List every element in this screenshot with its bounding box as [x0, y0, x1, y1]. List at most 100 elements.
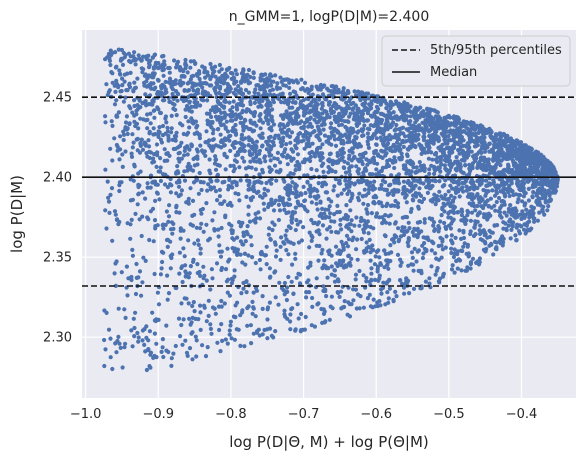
data-point — [130, 110, 135, 115]
data-point — [227, 332, 232, 337]
data-point — [263, 253, 268, 258]
data-point — [458, 121, 463, 126]
data-point — [160, 259, 165, 265]
data-point — [284, 109, 289, 114]
data-point — [517, 231, 523, 236]
data-point — [288, 225, 293, 231]
data-point — [330, 158, 335, 164]
data-point — [303, 129, 308, 135]
data-point — [218, 201, 223, 206]
data-point — [306, 136, 311, 141]
data-point — [466, 142, 471, 148]
data-point — [362, 249, 367, 254]
data-point — [380, 221, 385, 226]
data-point — [306, 124, 311, 129]
data-point — [373, 148, 379, 153]
data-point — [332, 212, 337, 217]
data-point — [396, 180, 401, 185]
data-point — [230, 246, 235, 251]
data-point — [286, 210, 291, 215]
data-point — [181, 246, 186, 251]
data-point — [147, 329, 152, 334]
data-point — [470, 161, 476, 166]
data-point — [245, 305, 250, 311]
data-point — [218, 118, 223, 123]
data-point — [367, 292, 372, 297]
data-point — [346, 237, 351, 242]
data-point — [128, 177, 133, 182]
data-point — [170, 91, 175, 97]
data-point — [230, 105, 235, 110]
data-point — [222, 92, 227, 97]
data-point — [282, 280, 287, 286]
data-point — [487, 141, 492, 146]
data-point — [104, 310, 109, 315]
data-point — [161, 67, 166, 72]
data-point — [528, 173, 534, 178]
data-point — [515, 200, 520, 205]
data-point — [393, 148, 398, 153]
data-point — [263, 115, 268, 120]
data-point — [316, 258, 321, 263]
data-point — [414, 169, 419, 174]
data-point — [178, 192, 183, 197]
data-point — [376, 278, 381, 283]
data-point — [114, 350, 119, 355]
data-point — [403, 195, 408, 200]
data-point — [487, 171, 492, 176]
data-point — [249, 145, 254, 150]
data-point — [309, 323, 314, 328]
data-point — [231, 314, 236, 319]
data-point — [256, 83, 261, 88]
data-point — [361, 273, 366, 278]
data-point — [354, 306, 359, 311]
data-point — [124, 264, 129, 269]
data-point — [366, 244, 371, 249]
data-point — [173, 146, 178, 151]
data-point — [385, 290, 390, 295]
data-point — [414, 227, 419, 232]
data-point — [506, 223, 511, 228]
data-point — [249, 341, 254, 346]
data-point — [310, 92, 315, 97]
data-point — [142, 80, 147, 85]
data-point — [451, 210, 457, 215]
data-point — [483, 232, 488, 237]
data-point — [422, 220, 427, 225]
data-point — [164, 348, 169, 353]
data-point — [165, 237, 170, 242]
data-point — [297, 139, 302, 144]
data-point — [208, 326, 213, 331]
data-point — [158, 165, 163, 170]
data-point — [219, 267, 224, 273]
data-point — [401, 163, 406, 168]
data-point — [192, 309, 197, 314]
data-point — [153, 224, 158, 229]
data-point — [293, 205, 298, 210]
data-point — [451, 179, 456, 184]
data-point — [310, 295, 315, 301]
data-point — [241, 286, 246, 291]
data-point — [132, 50, 137, 55]
data-point — [331, 188, 336, 193]
data-point — [158, 272, 163, 277]
data-point — [531, 216, 536, 221]
data-point — [330, 168, 335, 173]
data-point — [309, 124, 314, 129]
data-point — [386, 296, 391, 301]
data-point — [328, 106, 333, 111]
data-point — [416, 204, 421, 209]
data-point — [251, 331, 256, 336]
data-point — [134, 108, 139, 113]
data-point — [448, 226, 453, 231]
data-point — [534, 192, 540, 197]
data-point — [374, 110, 379, 115]
data-point — [289, 307, 294, 312]
data-point — [129, 151, 134, 156]
data-point — [454, 155, 459, 160]
data-point — [437, 179, 442, 184]
data-point — [505, 135, 510, 140]
data-point — [282, 112, 287, 117]
data-point — [247, 219, 253, 224]
data-point — [247, 149, 252, 154]
